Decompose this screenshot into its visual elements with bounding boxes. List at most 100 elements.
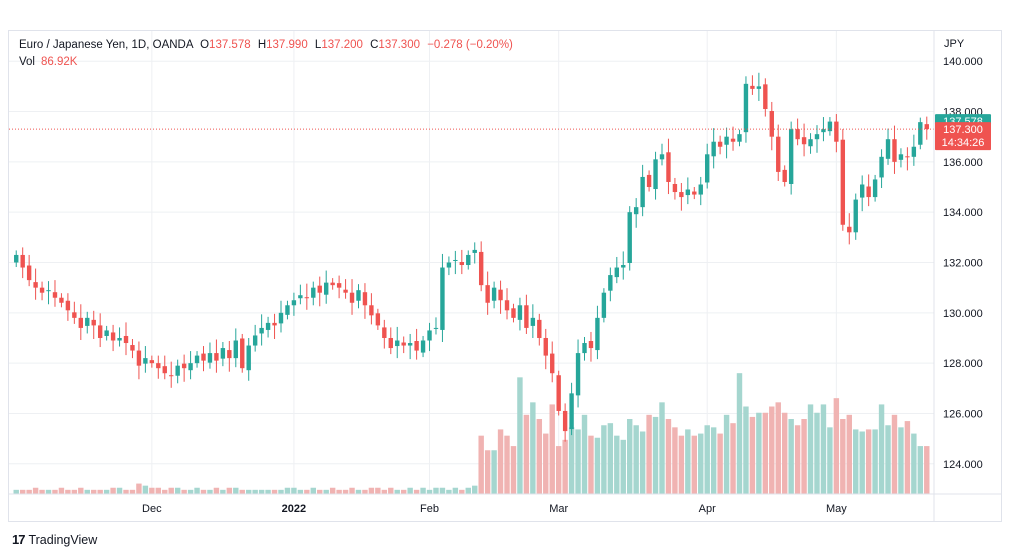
volume-bar xyxy=(65,489,71,494)
volume-bar xyxy=(891,414,898,494)
candle-body xyxy=(207,353,213,363)
candle-body xyxy=(588,341,594,349)
volume-bar xyxy=(187,489,194,494)
open-label: O xyxy=(200,39,210,51)
volume-bar xyxy=(291,487,297,494)
y-tick-label: 132.000 xyxy=(943,258,983,270)
chart-legend: Euro / Japanese Yen, 1D, OANDA O137.578 … xyxy=(19,37,513,71)
tradingview-logo-icon[interactable]: 17 xyxy=(12,532,26,547)
close-value: 137.300 xyxy=(378,39,420,51)
candle-body xyxy=(763,84,768,110)
candle-body xyxy=(685,189,691,196)
volume-bar xyxy=(349,487,355,494)
volume-bar xyxy=(575,429,581,494)
candle-body xyxy=(898,154,904,160)
candle-body xyxy=(814,134,820,140)
volume-bar xyxy=(762,412,769,494)
volume-bar xyxy=(555,446,562,494)
volume-bar xyxy=(265,489,271,494)
volume-bar xyxy=(743,406,749,494)
candle-body xyxy=(892,139,897,162)
candle-body xyxy=(872,179,878,198)
candle-body xyxy=(246,345,251,371)
volume-bar xyxy=(510,446,517,494)
volume-bar xyxy=(439,487,446,494)
volume-bar xyxy=(588,435,594,494)
volume-bar xyxy=(162,489,168,494)
y-tick-label: 140.000 xyxy=(943,56,983,68)
volume-bar xyxy=(220,489,226,494)
candle-body xyxy=(537,319,542,338)
candle-body xyxy=(924,124,929,130)
volume-bar xyxy=(523,414,530,494)
candle-body xyxy=(711,141,716,157)
volume-bar xyxy=(446,489,452,494)
volume-bar xyxy=(226,487,233,494)
volume-bar xyxy=(368,487,375,494)
volume-layer xyxy=(13,373,930,494)
volume-bar xyxy=(420,487,426,494)
volume-bar xyxy=(97,489,103,494)
candle-body xyxy=(756,86,762,89)
x-tick-label: 2022 xyxy=(282,503,306,515)
volume-bar xyxy=(252,489,258,494)
candle-body xyxy=(472,249,477,253)
candle-body xyxy=(459,261,465,266)
candle-body xyxy=(569,393,574,430)
volume-bar xyxy=(452,487,459,494)
volume-bar xyxy=(710,427,717,494)
symbol-title[interactable]: Euro / Japanese Yen, 1D, OANDA xyxy=(19,39,193,51)
volume-bar xyxy=(827,427,833,494)
volume-bar xyxy=(614,435,620,494)
candle-body xyxy=(201,353,206,361)
legend-volume-row: Vol 86.92K xyxy=(19,54,513,71)
candle-body xyxy=(672,183,678,193)
volume-bar xyxy=(110,487,116,494)
candle-body xyxy=(866,186,871,198)
candle-body xyxy=(646,174,652,188)
volume-bar xyxy=(194,487,200,494)
volume-bar xyxy=(769,406,775,494)
grid-layer xyxy=(9,31,934,494)
volume-bar xyxy=(245,489,252,494)
volume-bar xyxy=(78,487,84,494)
volume-bar xyxy=(840,419,846,494)
volume-bar xyxy=(174,487,181,494)
close-price-badge-text: 137.300 xyxy=(943,124,983,136)
candle-body xyxy=(595,317,600,351)
volume-bar xyxy=(704,425,710,494)
volume-value: 86.92K xyxy=(41,56,78,68)
y-tick-label: 130.000 xyxy=(943,308,983,320)
volume-bar xyxy=(26,489,32,494)
x-tick-label: Mar xyxy=(549,503,568,515)
candle-body xyxy=(349,292,355,303)
x-tick-label: Feb xyxy=(420,503,439,515)
candle-body xyxy=(162,366,167,374)
candle-body xyxy=(640,176,645,208)
volume-bar xyxy=(517,377,523,494)
volume-bar xyxy=(129,489,136,494)
volume-bar xyxy=(659,402,665,494)
volume-bar xyxy=(32,487,39,494)
candle-body xyxy=(97,325,103,338)
volume-bar xyxy=(310,487,316,494)
volume-bar xyxy=(549,404,555,494)
candle-body xyxy=(485,285,490,303)
candle-body xyxy=(356,290,361,301)
volume-bar xyxy=(497,429,504,494)
volume-bar xyxy=(859,431,865,494)
candle-body xyxy=(491,287,497,301)
volume-bar xyxy=(685,429,691,494)
candle-body xyxy=(311,287,316,298)
candle-body xyxy=(136,350,142,366)
volume-bar xyxy=(639,431,646,494)
volume-bar xyxy=(149,487,155,494)
candle-body xyxy=(659,154,665,160)
volume-bar xyxy=(323,489,329,494)
candle-body xyxy=(369,305,374,316)
candle-body xyxy=(550,353,555,374)
volume-bar xyxy=(504,435,510,494)
volume-bar xyxy=(781,412,788,494)
brand-name[interactable]: TradingView xyxy=(28,532,98,547)
